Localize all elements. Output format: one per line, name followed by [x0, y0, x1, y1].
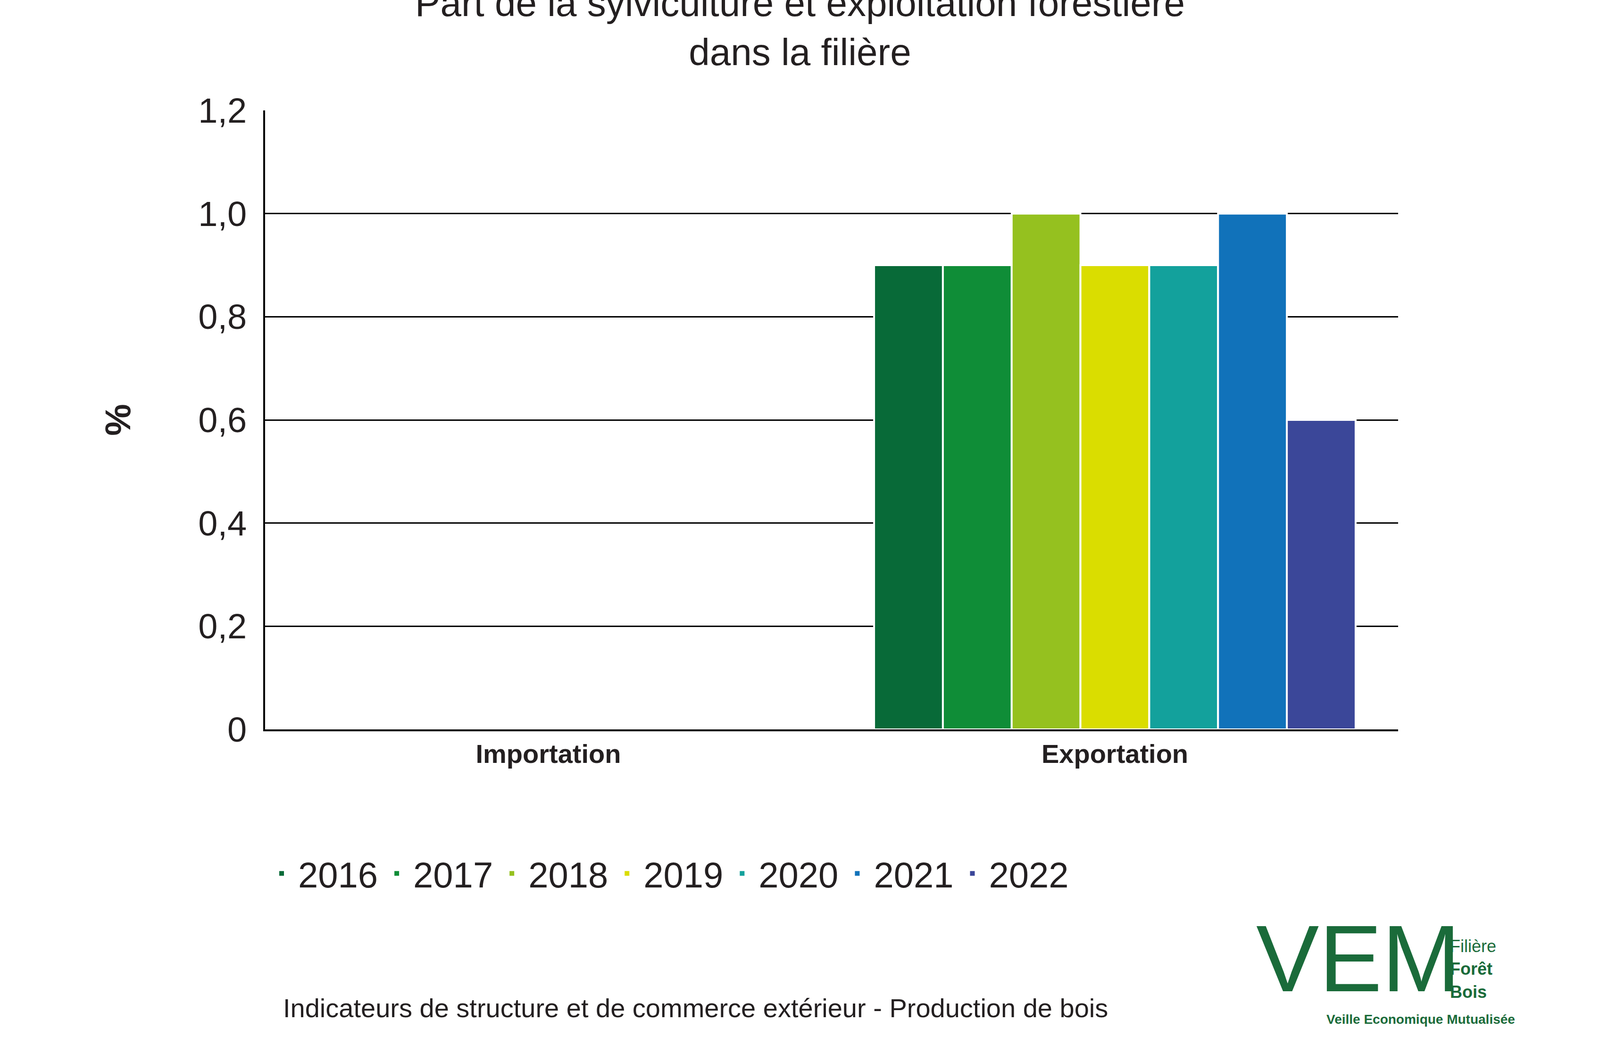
- svg-text:Veille Economique Mutualisée: Veille Economique Mutualisée: [1326, 1011, 1516, 1027]
- svg-text:2019: 2019: [643, 854, 724, 895]
- svg-text:Importation: Importation: [475, 738, 622, 769]
- svg-text:0,4: 0,4: [198, 503, 247, 543]
- svg-text:0,6: 0,6: [198, 400, 247, 440]
- svg-text:2017: 2017: [413, 854, 493, 895]
- svg-text:2020: 2020: [758, 854, 839, 895]
- svg-text:2016: 2016: [298, 854, 378, 895]
- svg-text:1,0: 1,0: [198, 194, 247, 234]
- svg-text:0: 0: [227, 709, 247, 750]
- svg-text:VEM: VEM: [1256, 905, 1461, 1011]
- svg-text:Exportation: Exportation: [1041, 738, 1189, 769]
- svg-text:0,8: 0,8: [198, 297, 247, 337]
- svg-text:2022: 2022: [988, 854, 1069, 895]
- svg-text:Bois: Bois: [1450, 982, 1487, 1002]
- svg-text:Part de la sylviculture et exp: Part de la sylviculture et exploitation …: [415, 0, 1185, 74]
- svg-text:%: %: [97, 403, 138, 436]
- svg-text:Indicateurs de structure et de: Indicateurs de structure et de commerce …: [283, 992, 1109, 1023]
- svg-text:0,2: 0,2: [198, 606, 247, 646]
- svg-text:2018: 2018: [528, 854, 609, 895]
- svg-text:2021: 2021: [873, 854, 954, 895]
- svg-text:1,2: 1,2: [198, 91, 247, 131]
- svg-text:Filière: Filière: [1450, 936, 1497, 956]
- svg-text:Forêt: Forêt: [1450, 958, 1493, 979]
